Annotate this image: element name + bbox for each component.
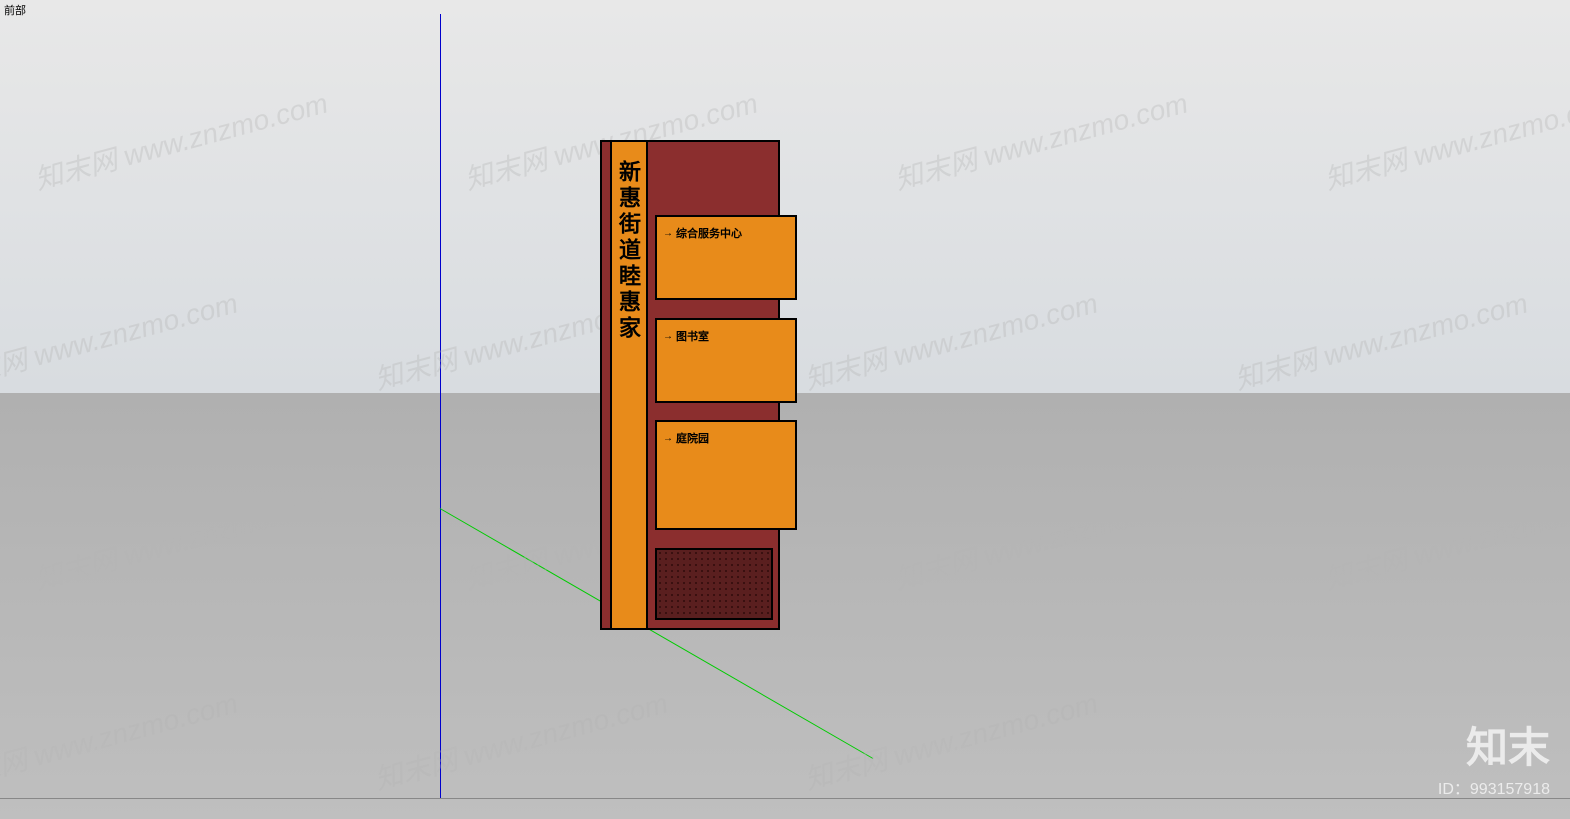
- watermark-text: 知末网 www.znzmo.com: [370, 682, 672, 799]
- watermark-text: 知末网 www.znzmo.com: [800, 682, 1102, 799]
- axis-horizontal: [0, 798, 1570, 799]
- sketchup-viewport[interactable]: 前部 知末网 www.znzmo.com 知末网 www.znzmo.com 知…: [0, 0, 1570, 819]
- panel-label-1: 综合服务中心: [676, 225, 742, 241]
- watermark-logo-text: 知末: [1438, 714, 1550, 775]
- arrow-right-icon: →: [663, 331, 673, 342]
- watermark-text: 知末网 www.znzmo.com: [30, 482, 332, 599]
- watermark-text: 知末网 www.znzmo.com: [0, 282, 242, 399]
- watermark-text: 知末网 www.znzmo.com: [800, 282, 1102, 399]
- watermark-text: 知末网 www.znzmo.com: [0, 682, 242, 799]
- panel-label-3: 庭院园: [676, 430, 709, 446]
- watermark-text: 知末网 www.znzmo.com: [890, 482, 1192, 599]
- direction-text-3: → 庭院园: [663, 430, 789, 446]
- sign-perforated-base: [655, 548, 773, 620]
- arrow-right-icon: →: [663, 228, 673, 239]
- panel-label-2: 图书室: [676, 328, 709, 344]
- axis-blue-vertical: [440, 14, 441, 799]
- watermark-logo: 知末 ID：993157918: [1438, 714, 1550, 799]
- watermark-text: 知末网 www.znzmo.com: [1320, 82, 1570, 199]
- arrow-right-icon: →: [663, 433, 673, 444]
- direction-panel-3: → 庭院园: [655, 420, 797, 530]
- watermark-text: 知末网 www.znzmo.com: [890, 82, 1192, 199]
- direction-text-1: → 综合服务中心: [663, 225, 789, 241]
- watermark-text: 知末网 www.znzmo.com: [30, 82, 332, 199]
- sign-title-text: 新惠街道睦惠家: [612, 142, 650, 342]
- direction-panel-1: → 综合服务中心: [655, 215, 797, 300]
- watermark-text: 知末网 www.znzmo.com: [1320, 482, 1570, 599]
- direction-text-2: → 图书室: [663, 328, 789, 344]
- sign-title-strip: 新惠街道睦惠家: [610, 140, 648, 630]
- watermark-logo-id: ID：993157918: [1438, 775, 1550, 799]
- direction-panel-2: → 图书室: [655, 318, 797, 403]
- sign-model[interactable]: 新惠街道睦惠家 → 综合服务中心 → 图书室 → 庭院园: [600, 140, 800, 630]
- view-label: 前部: [4, 2, 26, 18]
- watermark-text: 知末网 www.znzmo.com: [1230, 282, 1532, 399]
